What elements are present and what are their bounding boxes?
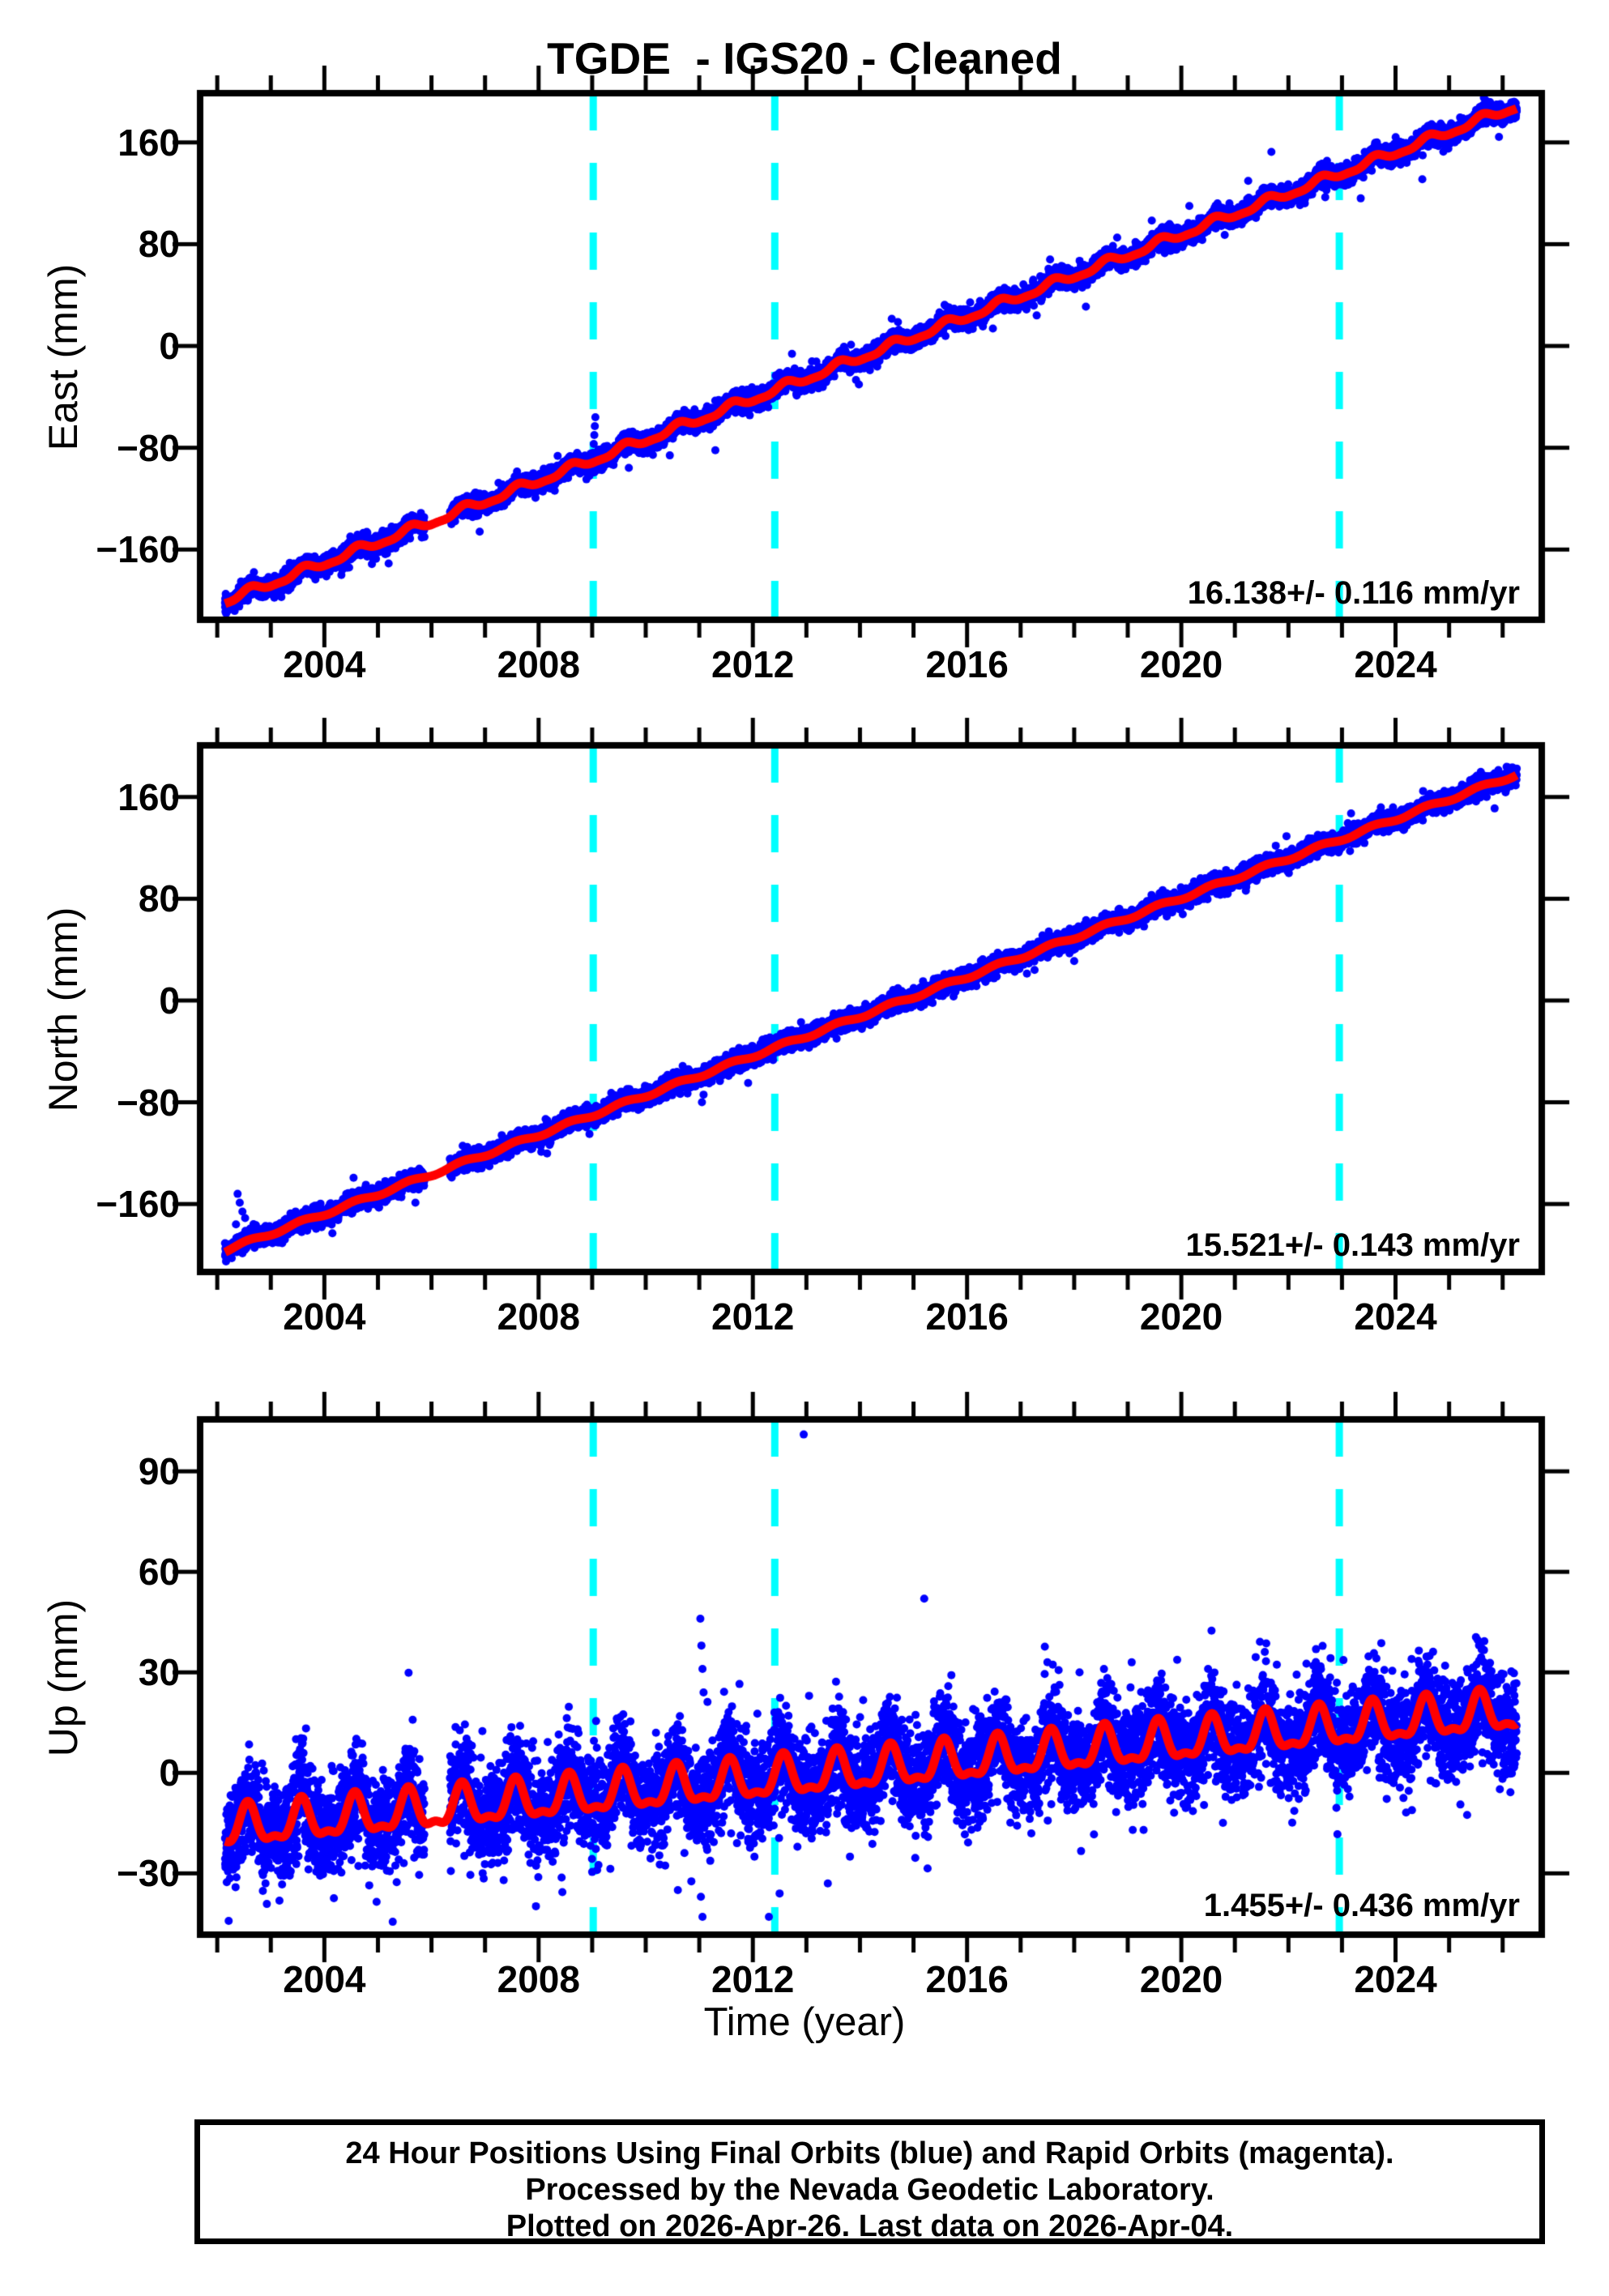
y-tick-label: 0 (159, 979, 180, 1022)
y-tick-label: −160 (96, 528, 180, 571)
y-tick-label: −80 (116, 426, 180, 469)
y-tick-label: 160 (117, 121, 180, 164)
x-tick-label: 2012 (711, 643, 795, 685)
x-tick-label: 2004 (283, 1295, 366, 1338)
footer-line-orbits: 24 Hour Positions Using Final Orbits (bl… (345, 2136, 1394, 2170)
x-tick-label: 2016 (925, 1958, 1009, 2000)
x-tick-label: 2024 (1354, 1295, 1437, 1338)
x-tick-label: 2012 (711, 1958, 795, 2000)
y-tick-label: 60 (138, 1551, 180, 1594)
y-tick-label: 80 (138, 877, 180, 920)
x-tick-label: 2020 (1139, 1958, 1223, 2000)
footer-line-dates: Plotted on 2026-Apr-26. Last data on 202… (506, 2209, 1234, 2243)
footer-line-processed: Processed by the Nevada Geodetic Laborat… (525, 2173, 1214, 2207)
x-tick-label: 2008 (497, 1295, 580, 1338)
x-tick-label: 2024 (1354, 643, 1437, 685)
x-tick-label: 2004 (283, 1958, 366, 2000)
rate-annotation-east: 16.138+/- 0.116 mm/yr (1187, 575, 1520, 611)
x-axis-title: Time (year) (703, 2000, 906, 2044)
footer-box: 24 Hour Positions Using Final Orbits (bl… (194, 2119, 1545, 2244)
y-tick-label: −80 (116, 1081, 180, 1124)
y-tick-label: −30 (116, 1852, 180, 1895)
rate-annotation-north: 15.521+/- 0.143 mm/yr (1185, 1227, 1520, 1263)
rate-annotation-up: 1.455+/- 0.436 mm/yr (1203, 1888, 1520, 1923)
x-tick-label: 2016 (925, 1295, 1009, 1338)
y-tick-label: 0 (159, 1752, 180, 1795)
y-tick-label: 90 (138, 1450, 180, 1493)
page-title: TGDE - IGS20 - Cleaned (547, 33, 1062, 83)
x-tick-label: 2008 (497, 1958, 580, 2000)
x-tick-label: 2008 (497, 643, 580, 685)
footer-text: 24 Hour Positions Using Final Orbits (bl… (200, 2125, 1539, 2245)
x-tick-label: 2020 (1139, 1295, 1223, 1338)
x-tick-label: 2020 (1139, 643, 1223, 685)
x-tick-label: 2016 (925, 643, 1009, 685)
y-tick-label: 30 (138, 1651, 180, 1694)
y-tick-label: −160 (96, 1183, 180, 1226)
y-tick-label: 0 (159, 325, 180, 368)
x-tick-label: 2004 (283, 643, 366, 685)
x-tick-label: 2012 (711, 1295, 795, 1338)
y-tick-label: 160 (117, 775, 180, 818)
x-tick-label: 2024 (1354, 1958, 1437, 2000)
y-tick-label: 80 (138, 223, 180, 266)
